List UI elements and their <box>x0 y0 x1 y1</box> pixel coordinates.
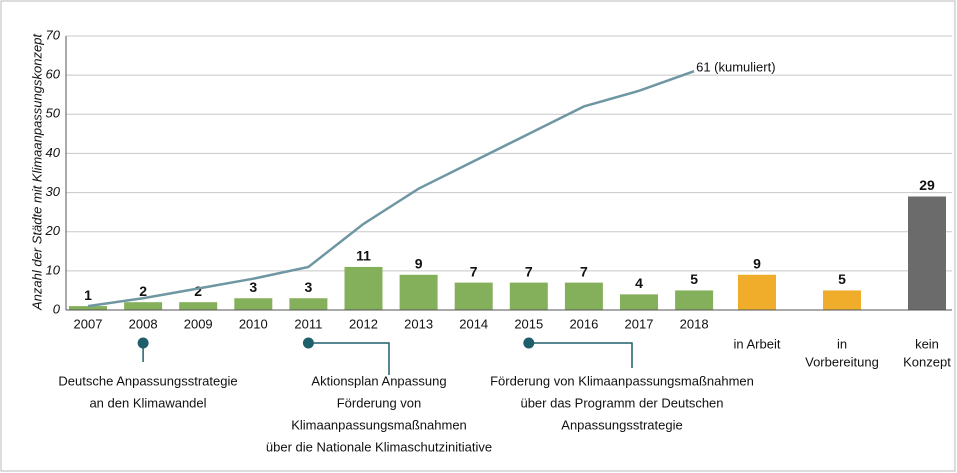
connector <box>528 342 633 368</box>
value-label: 3 <box>249 279 257 295</box>
x-tick-label: kein <box>915 336 939 351</box>
bar <box>124 302 163 310</box>
y-axis-label: Anzahl der Städte mit Klimaanpassungskon… <box>29 33 44 311</box>
x-tick-label: Vorbereitung <box>805 354 879 369</box>
x-tick-label: in Arbeit <box>734 336 781 351</box>
x-tick-label: 2016 <box>569 316 598 331</box>
value-label: 7 <box>525 263 533 279</box>
y-tick-label: 0 <box>53 301 61 316</box>
y-tick-label: 40 <box>46 145 61 160</box>
x-tick-label: 2013 <box>404 316 433 331</box>
bar <box>675 290 714 310</box>
x-tick-label: 2012 <box>349 316 378 331</box>
bar <box>738 274 776 310</box>
y-tick-label: 70 <box>46 27 61 42</box>
x-tick-label: 2010 <box>239 316 268 331</box>
x-tick-label: Konzept <box>903 354 951 369</box>
marker-dot <box>523 337 535 349</box>
line-label: 61 (kumuliert) <box>696 60 775 75</box>
marker-dot <box>302 337 314 349</box>
value-label: 1 <box>84 287 92 303</box>
annotation-text: über die Nationale Klimaschutzinitiative <box>266 439 492 454</box>
value-label: 11 <box>356 248 371 264</box>
bar <box>620 294 658 310</box>
bar <box>69 306 107 310</box>
bar <box>564 282 603 310</box>
value-label: 7 <box>580 263 588 279</box>
bar <box>234 298 273 310</box>
connector <box>308 342 390 375</box>
y-tick-label: 30 <box>46 184 61 199</box>
bar <box>399 274 438 310</box>
value-label: 9 <box>753 255 761 271</box>
cumulative-line <box>87 70 695 308</box>
bar <box>823 290 861 310</box>
y-tick-label: 10 <box>46 262 61 277</box>
value-label: 4 <box>635 275 643 291</box>
marker-dot <box>137 337 149 349</box>
x-tick-label: 2011 <box>294 316 322 331</box>
annotation-text: Aktionsplan Anpassung <box>311 373 446 388</box>
y-tick-label: 20 <box>45 223 61 238</box>
bar <box>509 282 548 310</box>
annotation-text: Förderung von Klimaanpassungsmaßnahmen <box>490 373 754 388</box>
annotation-text: Klimaanpassungsmaßnahmen <box>291 417 467 432</box>
y-tick-label: 50 <box>46 106 61 121</box>
annotation-text: Förderung von <box>337 395 422 410</box>
value-label: 2 <box>139 283 147 299</box>
bar <box>344 266 383 310</box>
annotation-text: Deutsche Anpassungsstrategie <box>58 373 237 388</box>
bar <box>179 302 218 310</box>
x-tick-label: 2015 <box>514 316 543 331</box>
annotation-text: Anpassungsstrategie <box>561 417 682 432</box>
bar <box>289 298 328 310</box>
y-tick-label: 60 <box>46 67 61 82</box>
value-label: 2 <box>194 283 202 299</box>
value-label: 9 <box>415 255 423 271</box>
value-label: 3 <box>305 279 313 295</box>
x-tick-label: 2014 <box>459 316 488 331</box>
value-label: 7 <box>470 263 478 279</box>
value-label: 29 <box>919 177 935 193</box>
annotation-text: über das Programm der Deutschen <box>520 395 723 410</box>
x-tick-label: in <box>837 336 847 351</box>
x-tick-label: 2009 <box>184 316 213 331</box>
annotation-text: an den Klimawandel <box>89 395 206 410</box>
x-tick-label: 2017 <box>625 316 654 331</box>
value-label: 5 <box>838 271 846 287</box>
value-label: 5 <box>690 271 698 287</box>
x-tick-label: 2007 <box>74 316 103 331</box>
bar <box>908 196 946 310</box>
x-tick-label: 2018 <box>680 316 709 331</box>
bar <box>454 282 493 310</box>
x-tick-label: 2008 <box>129 316 158 331</box>
